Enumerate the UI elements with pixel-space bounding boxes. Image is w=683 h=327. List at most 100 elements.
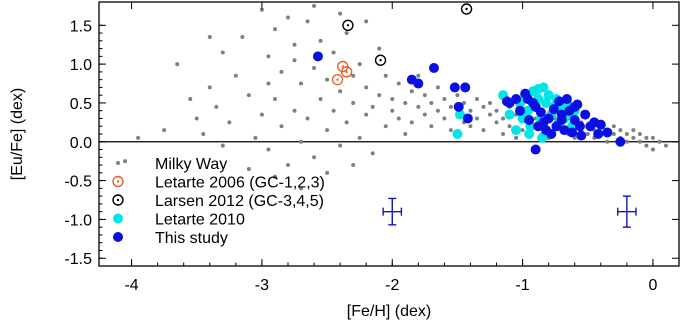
data-point bbox=[460, 3, 473, 15]
data-point bbox=[377, 93, 382, 98]
data-point bbox=[246, 93, 251, 98]
data-point bbox=[569, 101, 580, 112]
data-point bbox=[546, 129, 557, 139]
data-point bbox=[240, 34, 245, 39]
y-tick-label: -1.0 bbox=[64, 212, 92, 229]
data-point bbox=[507, 124, 512, 129]
data-point bbox=[468, 124, 473, 129]
data-point bbox=[194, 116, 199, 121]
data-point bbox=[657, 139, 662, 144]
data-point bbox=[501, 132, 506, 136]
data-point bbox=[390, 108, 395, 113]
data-point bbox=[530, 144, 541, 155]
data-point bbox=[338, 89, 343, 94]
data-point bbox=[442, 116, 447, 121]
data-point bbox=[325, 170, 330, 175]
data-point bbox=[331, 50, 336, 55]
data-point bbox=[292, 108, 297, 113]
y-tick-label: 0.5 bbox=[70, 96, 92, 113]
legend-marker bbox=[112, 194, 124, 206]
data-point bbox=[299, 139, 304, 144]
data-point bbox=[611, 124, 616, 129]
error-bar bbox=[382, 197, 403, 226]
data-point bbox=[403, 100, 408, 105]
data-point bbox=[488, 112, 493, 117]
data-point-center bbox=[341, 65, 344, 68]
data-point bbox=[246, 166, 251, 171]
legend-marker-center bbox=[116, 198, 120, 202]
data-point bbox=[494, 108, 499, 113]
data-point bbox=[305, 19, 310, 24]
data-point bbox=[501, 116, 506, 121]
data-point bbox=[351, 73, 356, 78]
data-point bbox=[585, 132, 590, 136]
data-point bbox=[266, 54, 271, 59]
data-point bbox=[312, 3, 317, 8]
data-point bbox=[299, 81, 304, 86]
data-point bbox=[504, 109, 515, 120]
data-point bbox=[344, 31, 349, 36]
data-point bbox=[227, 120, 232, 125]
data-point bbox=[501, 96, 512, 107]
data-point bbox=[396, 81, 401, 86]
y-tick-label: 1.5 bbox=[70, 18, 92, 35]
data-point bbox=[383, 124, 388, 129]
data-point bbox=[494, 120, 499, 125]
data-point bbox=[312, 155, 317, 160]
data-point bbox=[611, 132, 616, 136]
data-point bbox=[522, 94, 533, 105]
y-tick-label: 0.0 bbox=[70, 135, 92, 152]
data-point bbox=[207, 85, 212, 90]
data-point bbox=[409, 89, 414, 94]
data-point bbox=[340, 66, 353, 78]
data-point bbox=[351, 163, 356, 168]
data-point bbox=[524, 115, 535, 126]
x-tick-label: -2 bbox=[385, 277, 399, 294]
legend-label: Letarte 2006 (GC-1,2,3) bbox=[155, 175, 325, 192]
data-point bbox=[344, 120, 349, 125]
x-tick-label: -1 bbox=[515, 277, 529, 294]
data-point bbox=[631, 128, 636, 133]
data-point bbox=[460, 82, 471, 93]
legend-marker bbox=[112, 175, 124, 188]
data-point bbox=[602, 127, 613, 138]
data-point bbox=[429, 100, 434, 105]
data-point bbox=[520, 128, 525, 133]
data-point bbox=[377, 46, 382, 51]
x-tick-label: 0 bbox=[648, 277, 657, 294]
data-point bbox=[331, 73, 344, 86]
data-point bbox=[615, 136, 626, 147]
error-bar bbox=[617, 195, 637, 228]
data-point bbox=[474, 116, 479, 121]
data-point bbox=[618, 128, 623, 133]
data-point bbox=[266, 147, 271, 152]
data-point bbox=[370, 104, 375, 109]
data-point bbox=[561, 94, 572, 105]
data-point bbox=[279, 124, 284, 129]
data-point bbox=[312, 51, 323, 62]
data-point bbox=[452, 129, 463, 139]
x-tick-label: -3 bbox=[255, 277, 269, 294]
data-point bbox=[548, 104, 559, 115]
y-tick-label: 1.0 bbox=[70, 57, 92, 74]
data-point bbox=[448, 104, 453, 109]
data-point bbox=[292, 58, 297, 63]
data-point bbox=[624, 132, 629, 136]
data-point bbox=[331, 108, 336, 113]
data-point bbox=[543, 113, 554, 124]
data-point bbox=[580, 109, 591, 120]
data-point bbox=[422, 112, 427, 117]
data-point bbox=[396, 116, 401, 121]
data-point bbox=[162, 128, 167, 133]
data-point bbox=[201, 132, 206, 136]
data-point bbox=[556, 115, 567, 126]
data-point bbox=[576, 130, 587, 141]
data-point bbox=[428, 63, 439, 73]
data-point bbox=[357, 135, 362, 140]
data-point bbox=[364, 85, 369, 90]
data-point bbox=[644, 135, 649, 140]
data-point bbox=[435, 85, 440, 90]
data-point bbox=[559, 125, 570, 136]
data-point-center bbox=[465, 7, 468, 11]
